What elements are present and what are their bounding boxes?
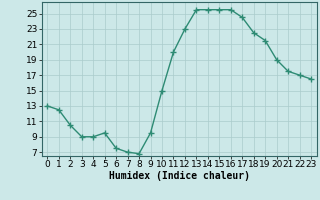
X-axis label: Humidex (Indice chaleur): Humidex (Indice chaleur) <box>109 171 250 181</box>
